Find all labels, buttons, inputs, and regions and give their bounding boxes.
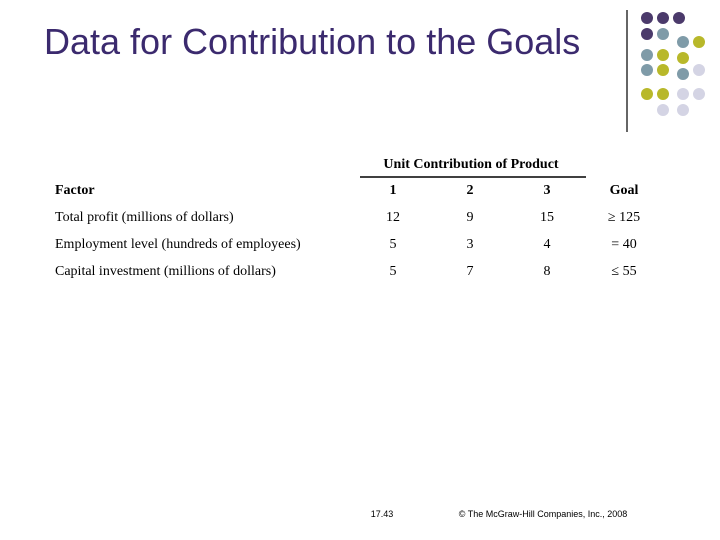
dot xyxy=(657,49,669,61)
table-cell: Capital investment (millions of dollars) xyxy=(55,264,276,279)
dot xyxy=(657,12,669,24)
dot xyxy=(657,88,669,100)
table-cell: 7 xyxy=(467,264,474,279)
dot xyxy=(677,68,689,80)
copyright: © The McGraw-Hill Companies, Inc., 2008 xyxy=(459,509,628,519)
table-cell: Total profit (millions of dollars) xyxy=(55,210,234,225)
column-header: 1 xyxy=(390,183,397,198)
table-cell: 3 xyxy=(467,237,474,252)
table-cell: 15 xyxy=(540,210,554,225)
dot xyxy=(693,36,705,48)
dot xyxy=(641,88,653,100)
dot xyxy=(657,28,669,40)
table-cell: = 40 xyxy=(611,237,636,252)
table-cell: ≥ 125 xyxy=(608,210,640,225)
dot xyxy=(673,12,685,24)
dot xyxy=(677,52,689,64)
column-header: 3 xyxy=(544,183,551,198)
dot xyxy=(641,12,653,24)
dot xyxy=(693,64,705,76)
dot xyxy=(677,36,689,48)
table-cell: 4 xyxy=(544,237,551,252)
dot xyxy=(657,64,669,76)
decoration xyxy=(626,10,705,132)
column-header: Goal xyxy=(610,183,639,198)
table-cell: 9 xyxy=(467,210,474,225)
table-cell: Employment level (hundreds of employees) xyxy=(55,237,301,252)
dot xyxy=(641,64,653,76)
group-header: Unit Contribution of Product xyxy=(383,157,558,172)
dot xyxy=(677,104,689,116)
table-cell: 5 xyxy=(390,264,397,279)
column-header: Factor xyxy=(55,183,95,198)
dot xyxy=(677,88,689,100)
table-cell: 12 xyxy=(386,210,400,225)
dot xyxy=(657,104,669,116)
table-cell: 5 xyxy=(390,237,397,252)
dot xyxy=(693,88,705,100)
dot xyxy=(641,28,653,40)
column-header: 2 xyxy=(467,183,474,198)
page-number: 17.43 xyxy=(371,509,394,519)
table-cell: ≤ 55 xyxy=(611,264,636,279)
title: Data for Contribution to the Goals xyxy=(44,21,580,62)
dot xyxy=(641,49,653,61)
table-cell: 8 xyxy=(544,264,551,279)
